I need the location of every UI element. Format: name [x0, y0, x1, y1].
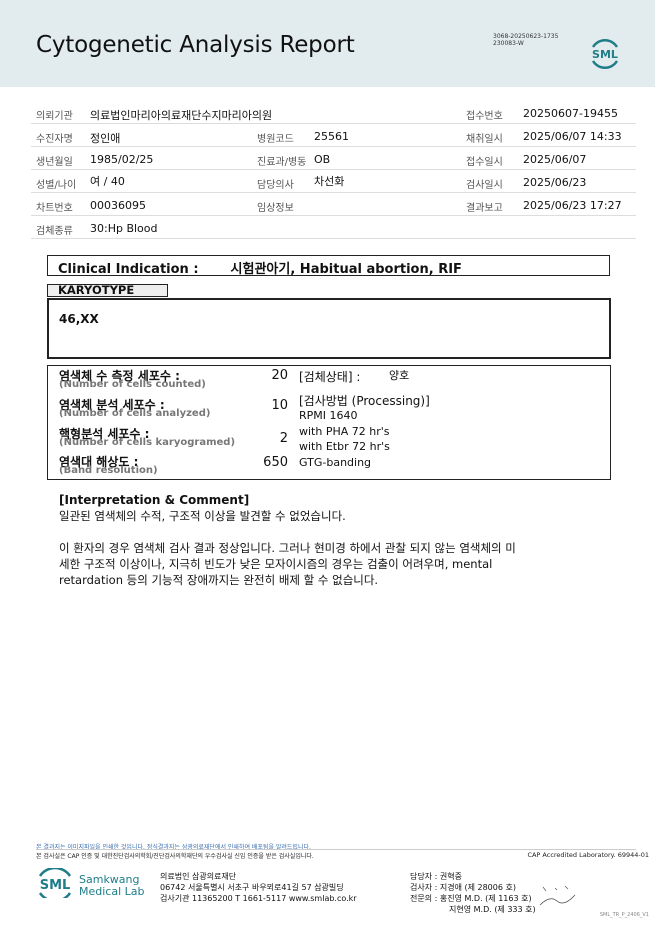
- tested-date: 2025/06/23: [523, 176, 587, 189]
- cap-accreditation: CAP Accredited Laboratory. 69944-01: [527, 851, 649, 859]
- signature-icon: [539, 885, 576, 906]
- karyotype-label: KARYOTYPE: [47, 284, 168, 297]
- institution: 의료법인마리아의료재단수지마리아의원: [90, 109, 273, 122]
- report-header: Cytogenetic Analysis Report 3068-2025062…: [0, 0, 655, 87]
- band-resolution: 650: [263, 455, 288, 470]
- cell-analysis-box: 염색체 수 측정 세포수 : (Number of cells counted) 2…: [47, 365, 611, 480]
- lab-name: Samkwang Medical Lab: [79, 873, 145, 898]
- clinical-indication: Clinical Indication : 시험관아기, Habitual abo…: [47, 255, 610, 277]
- karyotype-result: 46,XX: [47, 298, 611, 359]
- dob: 1985/02/25: [90, 153, 154, 166]
- receipt-no: 20250607-19455: [523, 107, 618, 120]
- form-version: SML_TR_P_2406_V1: [599, 912, 649, 918]
- sml-logo-icon: SML: [591, 38, 619, 70]
- report-code: 3068-20250623-1735 230083-W: [493, 33, 559, 47]
- svg-text:SML: SML: [592, 48, 618, 61]
- doctor: 차선화: [314, 175, 345, 188]
- hospital-code: 25561: [314, 130, 349, 143]
- cells-counted: 20: [271, 368, 288, 383]
- staff-list: 담당자 : 권혁중 검사자 : 지경애 (제 28006 호) 전문의 : 홍진영 …: [410, 872, 536, 914]
- dept: OB: [314, 153, 331, 166]
- patient-info-table: 의뢰기관 의료법인마리아의료재단수지마리아의원 접수번호 20250607-19455…: [31, 101, 636, 239]
- sml-footer-logo-icon: SML: [38, 868, 72, 898]
- received-date: 2025/06/07: [523, 153, 587, 166]
- interpretation: [Interpretation & Comment] 일관된 염색체의 수적, …: [59, 493, 516, 587]
- collected-date: 2025/06/07 14:33: [523, 130, 622, 143]
- print-notice: 본 결과지는 이미지파일을 인쇄한 것입니다. 정식결과지는 삼광의료재단에서 …: [36, 844, 311, 851]
- lab-address: 의료법인 삼광의료재단 06742 서울특별시 서초구 바우뫼로41길 57 삼광…: [160, 872, 357, 903]
- sex-age: 여 / 40: [90, 175, 125, 188]
- specimen: 30:Hp Blood: [90, 222, 158, 235]
- patient-name: 정인애: [90, 132, 121, 145]
- specimen-status: 양호: [389, 369, 410, 382]
- cells-karyogramed: 2: [279, 431, 288, 446]
- chart-no: 00036095: [90, 199, 146, 212]
- divider: [36, 849, 636, 850]
- cap-notice: 본 검사실은 CAP 인증 및 대한진단검사의학회/진단검사의학재단의 우수검사…: [36, 853, 314, 860]
- report-title: Cytogenetic Analysis Report: [36, 32, 355, 58]
- reported-date: 2025/06/23 17:27: [523, 199, 622, 212]
- svg-text:SML: SML: [40, 878, 71, 893]
- cells-analyzed: 10: [271, 398, 288, 413]
